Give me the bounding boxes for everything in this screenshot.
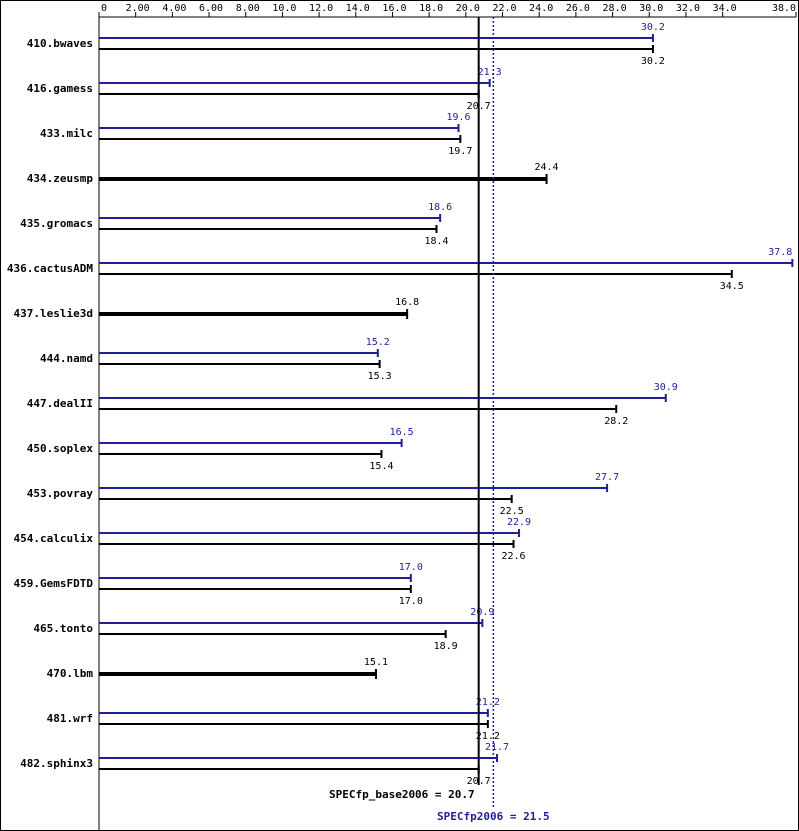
value-label: 15.2: [366, 337, 390, 348]
value-label: 15.1: [364, 657, 388, 668]
value-label: 17.0: [399, 562, 423, 573]
category-label: 454.calculix: [14, 532, 94, 545]
category-label: 450.soplex: [27, 442, 94, 455]
value-label: 30.2: [641, 56, 665, 67]
value-label: 22.6: [501, 551, 525, 562]
x-tick-label: 4.00: [162, 3, 186, 14]
value-label: 20.9: [470, 607, 494, 618]
category-label: 410.bwaves: [27, 37, 93, 50]
x-tick-label: 38.0: [772, 3, 796, 14]
value-label: 28.2: [604, 416, 628, 427]
category-label: 459.GemsFDTD: [14, 577, 94, 590]
category-label: 444.namd: [40, 352, 93, 365]
x-tick-label: 10.0: [272, 3, 296, 14]
x-tick-label: 20.0: [456, 3, 480, 14]
category-label: 465.tonto: [33, 622, 93, 635]
category-label: 453.povray: [27, 487, 94, 500]
reference-label: SPECfp_base2006 = 20.7: [329, 788, 475, 801]
category-label: 447.dealII: [27, 397, 93, 410]
value-label: 19.6: [446, 112, 470, 123]
category-label: 416.gamess: [27, 82, 93, 95]
x-tick-label: 0: [101, 3, 107, 14]
value-label: 21.2: [476, 731, 500, 742]
category-label: 481.wrf: [47, 712, 93, 725]
value-label: 21.7: [485, 742, 509, 753]
value-label: 30.2: [641, 22, 665, 33]
reference-label: SPECfp2006 = 21.5: [437, 810, 550, 823]
value-label: 16.5: [390, 427, 414, 438]
value-label: 15.4: [369, 461, 393, 472]
value-label: 18.4: [424, 236, 448, 247]
value-label: 19.7: [448, 146, 472, 157]
category-label: 437.leslie3d: [14, 307, 93, 320]
value-label: 22.5: [500, 506, 524, 517]
x-tick-label: 28.0: [603, 3, 627, 14]
x-tick-label: 22.0: [492, 3, 516, 14]
value-label: 22.9: [507, 517, 531, 528]
x-tick-label: 34.0: [713, 3, 737, 14]
value-label: 30.9: [654, 382, 678, 393]
category-label: 470.lbm: [47, 667, 94, 680]
value-label: 24.4: [535, 162, 559, 173]
x-tick-label: 30.0: [639, 3, 663, 14]
value-label: 37.8: [768, 247, 792, 258]
category-label: 436.cactusADM: [7, 262, 93, 275]
x-tick-label: 32.0: [676, 3, 700, 14]
x-tick-label: 16.0: [382, 3, 406, 14]
value-label: 16.8: [395, 297, 419, 308]
category-label: 434.zeusmp: [27, 172, 94, 185]
value-label: 18.6: [428, 202, 452, 213]
x-tick-label: 8.00: [236, 3, 260, 14]
value-label: 17.0: [399, 596, 423, 607]
x-tick-label: 26.0: [566, 3, 590, 14]
category-label: 482.sphinx3: [20, 757, 93, 770]
x-tick-label: 6.00: [199, 3, 223, 14]
x-tick-label: 2.00: [126, 3, 150, 14]
value-label: 27.7: [595, 472, 619, 483]
category-label: 435.gromacs: [20, 217, 93, 230]
x-tick-label: 18.0: [419, 3, 443, 14]
value-label: 18.9: [434, 641, 458, 652]
value-label: 21.2: [476, 697, 500, 708]
x-tick-label: 24.0: [529, 3, 553, 14]
value-label: 34.5: [720, 281, 744, 292]
value-label: 21.3: [478, 67, 502, 78]
category-label: 433.milc: [40, 127, 93, 140]
x-tick-label: 12.0: [309, 3, 333, 14]
x-tick-label: 14.0: [346, 3, 370, 14]
value-label: 15.3: [368, 371, 392, 382]
